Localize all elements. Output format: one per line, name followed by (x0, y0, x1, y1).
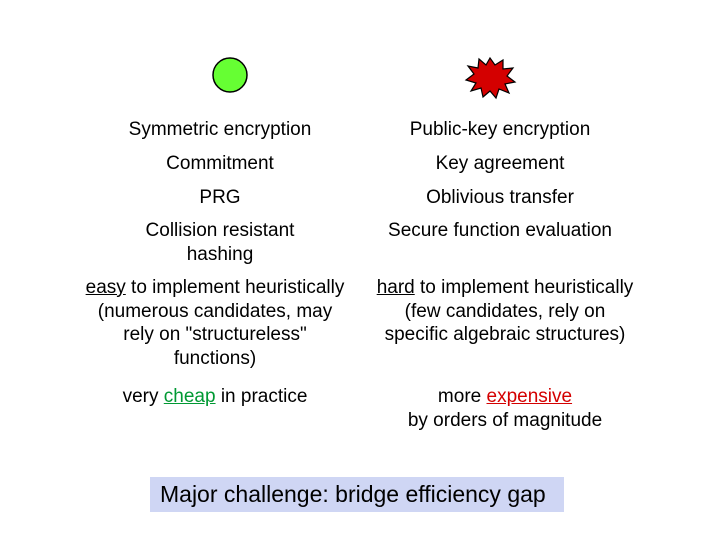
summary-left-2: very cheap in practice (70, 383, 360, 435)
row-4: Collision resistant hashing Secure funct… (80, 214, 640, 272)
cheap-rest: in practice (216, 386, 308, 407)
summary-row-2: very cheap in practice more expensive by… (70, 383, 650, 435)
cell-right-4: Secure function evaluation (360, 214, 640, 272)
summary-right-1: hard to implement heuristically (few can… (360, 274, 650, 373)
cell-right-2: Key agreement (360, 147, 640, 181)
cell-left-4: Collision resistant hashing (80, 214, 360, 272)
cell-left-1: Symmetric encryption (80, 113, 360, 147)
icon-cell-right (360, 55, 620, 101)
cell-right-3: Oblivious transfer (360, 181, 640, 215)
cheap-word: cheap (164, 386, 216, 407)
expensive-rest: by orders of magnitude (408, 410, 602, 431)
expensive-word: expensive (487, 386, 573, 407)
row-2: Commitment Key agreement (80, 147, 640, 181)
circle-icon (210, 55, 250, 95)
more-word: more (438, 386, 487, 407)
easy-rest: to implement heuristically (numerous can… (98, 277, 345, 369)
cell-left-2: Commitment (80, 147, 360, 181)
slide-content: Symmetric encryption Public-key encrypti… (0, 0, 720, 434)
summary-right-2: more expensive by orders of magnitude (360, 383, 650, 435)
cell-left-3: PRG (80, 181, 360, 215)
hard-word: hard (377, 277, 415, 298)
icon-row (0, 55, 720, 101)
summary-left-1: easy to implement heuristically (numerou… (70, 274, 360, 373)
summary-row-1: easy to implement heuristically (numerou… (70, 274, 650, 373)
icon-cell-left (100, 55, 360, 101)
blob-icon (463, 55, 517, 101)
very-word: very (123, 386, 164, 407)
row-3: PRG Oblivious transfer (80, 181, 640, 215)
easy-word: easy (86, 277, 126, 298)
challenge-banner: Major challenge: bridge efficiency gap (150, 477, 564, 512)
comparison-table: Symmetric encryption Public-key encrypti… (0, 113, 720, 434)
cell-right-1: Public-key encryption (360, 113, 640, 147)
row-1: Symmetric encryption Public-key encrypti… (80, 113, 640, 147)
hard-rest: to implement heuristically (few candidat… (385, 277, 634, 346)
